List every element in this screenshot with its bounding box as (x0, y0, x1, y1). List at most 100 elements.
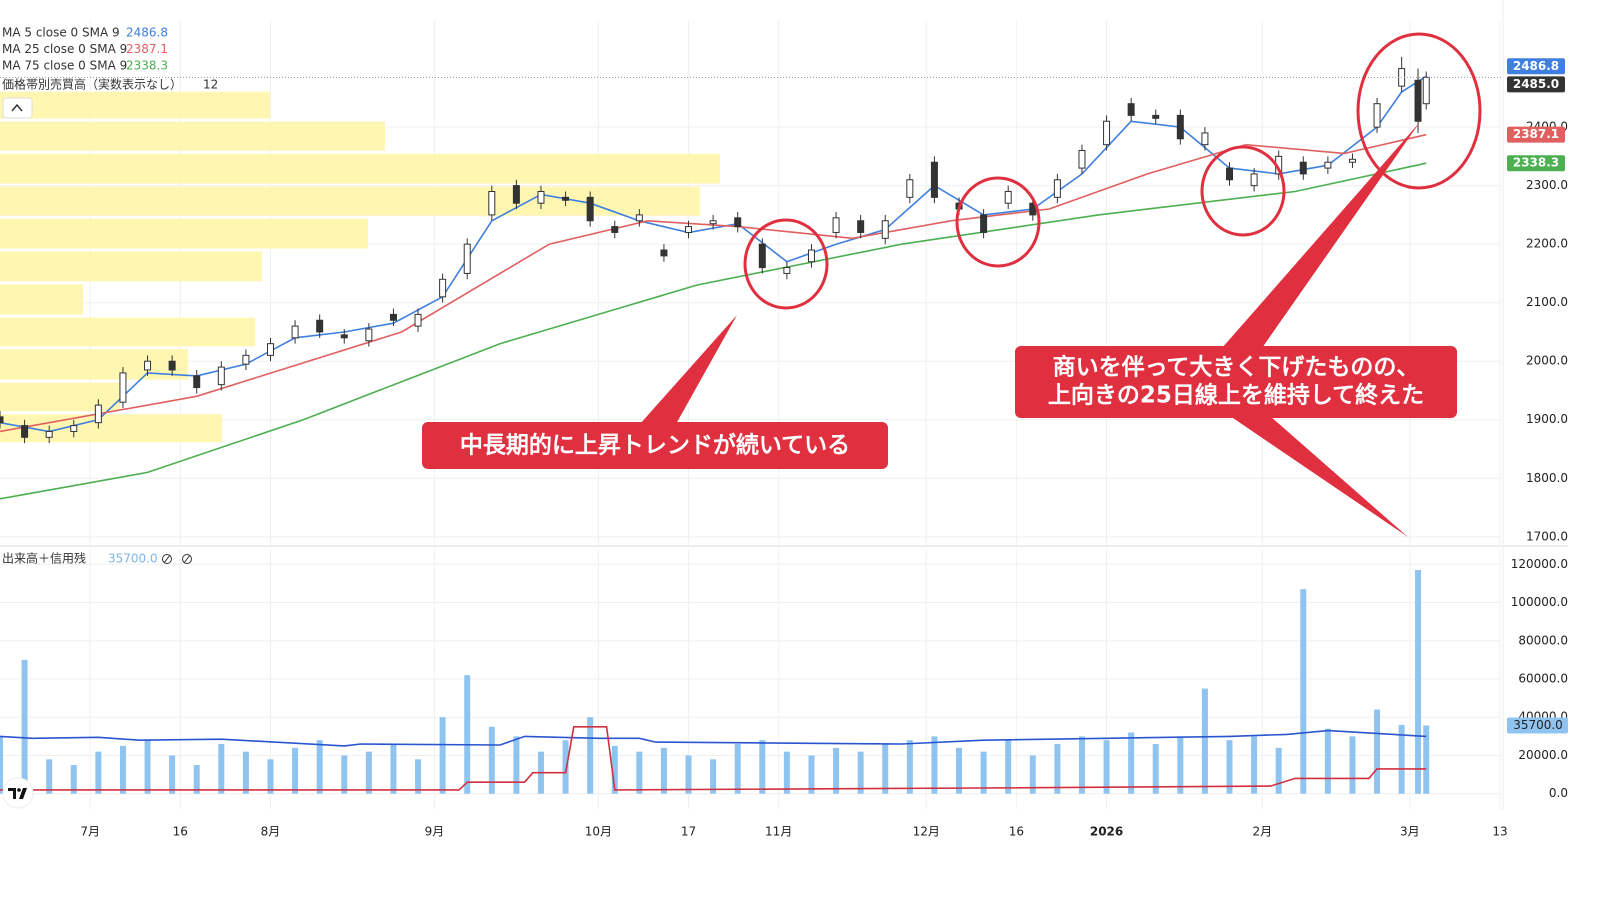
volume-bar (1005, 740, 1012, 794)
volume-bar (833, 747, 840, 794)
volume-bar (193, 765, 200, 794)
candle-body (21, 425, 29, 438)
candle-body (242, 354, 250, 365)
profile-bar (0, 153, 720, 184)
volume-bar (341, 755, 348, 794)
legend-value: 35700.0 (108, 552, 158, 566)
line (0, 162, 1427, 500)
y-tick-label: 1900.0 (1526, 412, 1568, 426)
volume-bar (1324, 728, 1331, 794)
legend-label: MA 75 close 0 SMA 9 (2, 59, 127, 73)
volume-bar (218, 744, 225, 794)
price-tag (1507, 155, 1565, 172)
volume-bar (1423, 725, 1430, 794)
price-tag (1507, 76, 1565, 93)
legend-value: 2338.3 (126, 59, 168, 73)
candle-body (832, 217, 840, 233)
candle-body (660, 249, 668, 257)
volume-bar (1029, 755, 1036, 794)
volume-bar (144, 740, 151, 794)
volume-bar (980, 751, 987, 794)
candle-body (414, 313, 422, 327)
candle-body (562, 196, 570, 201)
plot (0, 56, 1503, 794)
legend-value: 12 (203, 78, 218, 92)
legend-label: MA 5 close 0 SMA 9 (2, 26, 120, 40)
candle-body (537, 190, 545, 204)
candle-body (586, 196, 594, 222)
visibility-icon[interactable] (182, 554, 192, 564)
visibility-icon[interactable] (162, 554, 172, 564)
highlight-circle (1356, 32, 1482, 190)
x-tick-label: 2026 (1090, 825, 1123, 839)
volume-bar (1201, 688, 1208, 794)
x-tick-label: 3月 (1400, 825, 1420, 839)
y-tick-label: 1700.0 (1526, 529, 1568, 543)
x-tick-label: 13 (1492, 825, 1507, 839)
candle-body (1348, 158, 1356, 163)
y-tick-label: 1800.0 (1526, 471, 1568, 485)
candle-body (291, 325, 299, 339)
visibility-icon (183, 554, 191, 564)
price-tag-label: 2485.0 (1513, 77, 1559, 91)
candle-body (1176, 114, 1184, 140)
legend: 価格帯別売買高（実数表示なし） 12 出来高＋信用残 35700.0 MA 5 … (2, 26, 218, 566)
candle-body (980, 214, 988, 233)
legend-value: 2387.1 (126, 42, 168, 56)
volume-bar (439, 717, 446, 794)
candle-body (685, 226, 693, 233)
x-tick-label: 9月 (425, 825, 445, 839)
candle-body (1414, 79, 1422, 122)
candle-body (119, 372, 127, 403)
collapse-button[interactable] (2, 97, 33, 119)
volume-bar (734, 744, 741, 794)
volume-bar (1415, 570, 1422, 794)
candle-body (0, 416, 4, 424)
candle-body (168, 360, 176, 371)
volume-bar (759, 740, 766, 794)
visibility-icon (163, 554, 171, 564)
volume-bar (1152, 744, 1159, 794)
price-tag-label: 2387.1 (1513, 127, 1559, 141)
callout-text: 中長期的に上昇トレンドが続いている (460, 432, 850, 459)
volume-bar (611, 745, 618, 794)
volume-bar (562, 740, 569, 794)
volume-bar (1103, 740, 1110, 794)
volume-bar (1251, 736, 1258, 794)
callout-tail (1222, 122, 1420, 348)
price-tag (1507, 717, 1568, 734)
volume-bar (267, 759, 274, 794)
x-tick-label: 11月 (765, 825, 792, 839)
volume-bar (365, 751, 372, 794)
candle-body (611, 226, 619, 233)
price-tag-label: 2486.8 (1513, 59, 1559, 73)
x-tick-label: 10月 (585, 825, 612, 839)
candle-body (1324, 161, 1332, 169)
candle-body (1250, 173, 1258, 187)
volume-bar (882, 744, 889, 794)
collapse-icon (11, 103, 23, 112)
candle-body (1373, 103, 1381, 128)
x-tick-label: 12月 (913, 825, 940, 839)
logo-badge (2, 777, 34, 809)
volume-bar (1078, 736, 1085, 794)
candle-body (144, 360, 152, 371)
volume-bar (513, 736, 520, 794)
volume-bar (1128, 732, 1135, 794)
volume-bar (1226, 740, 1233, 794)
candle-body (1127, 103, 1135, 116)
x-tick-label: 8月 (261, 825, 281, 839)
volume-bar (119, 745, 126, 794)
profile-bar (0, 382, 120, 412)
y-tick-label: 60000.0 (1518, 672, 1568, 686)
candle-body (930, 161, 938, 198)
line (0, 133, 1427, 433)
y-tick-label: 0.0 (1549, 786, 1568, 800)
candle-body (389, 313, 397, 321)
callout-tail (1230, 416, 1408, 537)
candle-body (1299, 161, 1307, 175)
y-tick-label: 120000.0 (1511, 557, 1568, 571)
volume-bar (242, 751, 249, 794)
volume-bar (956, 747, 963, 794)
